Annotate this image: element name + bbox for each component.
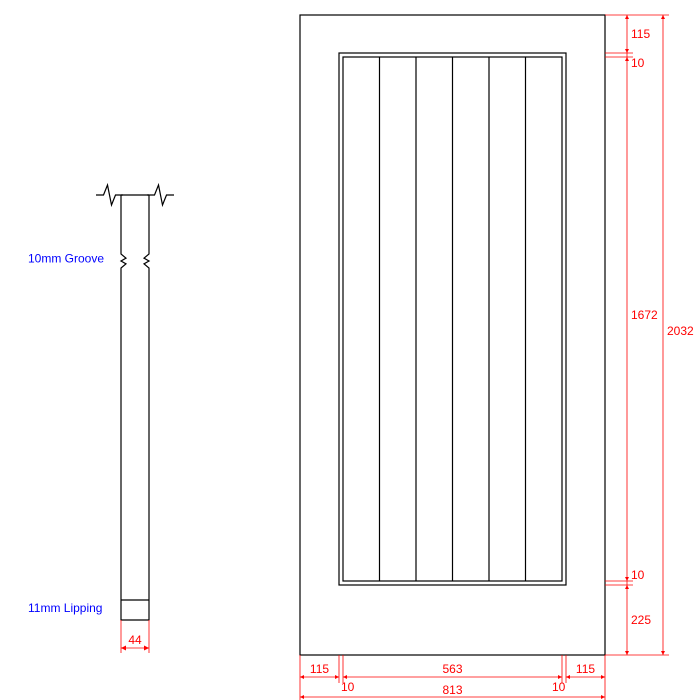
dim-right-gap: 10 [552, 680, 566, 694]
groove-label: 10mm Groove [28, 251, 104, 265]
dim-top-rail: 115 [631, 27, 650, 41]
dim-top-gap: 10 [631, 56, 645, 70]
lipping-label: 11mm Lipping [28, 601, 102, 615]
dim-left-stile: 115 [310, 662, 329, 676]
dim-right-stile: 115 [576, 662, 595, 676]
dim-panel-w: 563 [442, 662, 462, 676]
dim-bot-gap: 10 [631, 568, 645, 582]
dim-overall-h: 2032 [667, 324, 694, 338]
elevation-view: 115 10 1672 10 225 2032 115 10 563 10 115 813 [300, 15, 694, 700]
dim-overall-w: 813 [442, 683, 462, 697]
section-view: 10mm Groove 11mm Lipping 44 [28, 185, 174, 653]
dim-section-width: 44 [128, 633, 142, 647]
dim-panel-h: 1672 [631, 308, 658, 322]
dim-left-gap: 10 [341, 680, 355, 694]
technical-drawing: 10mm Groove 11mm Lipping 44 115 10 1672 10 225 2… [0, 0, 700, 700]
dim-bottom-rail: 225 [631, 613, 651, 627]
